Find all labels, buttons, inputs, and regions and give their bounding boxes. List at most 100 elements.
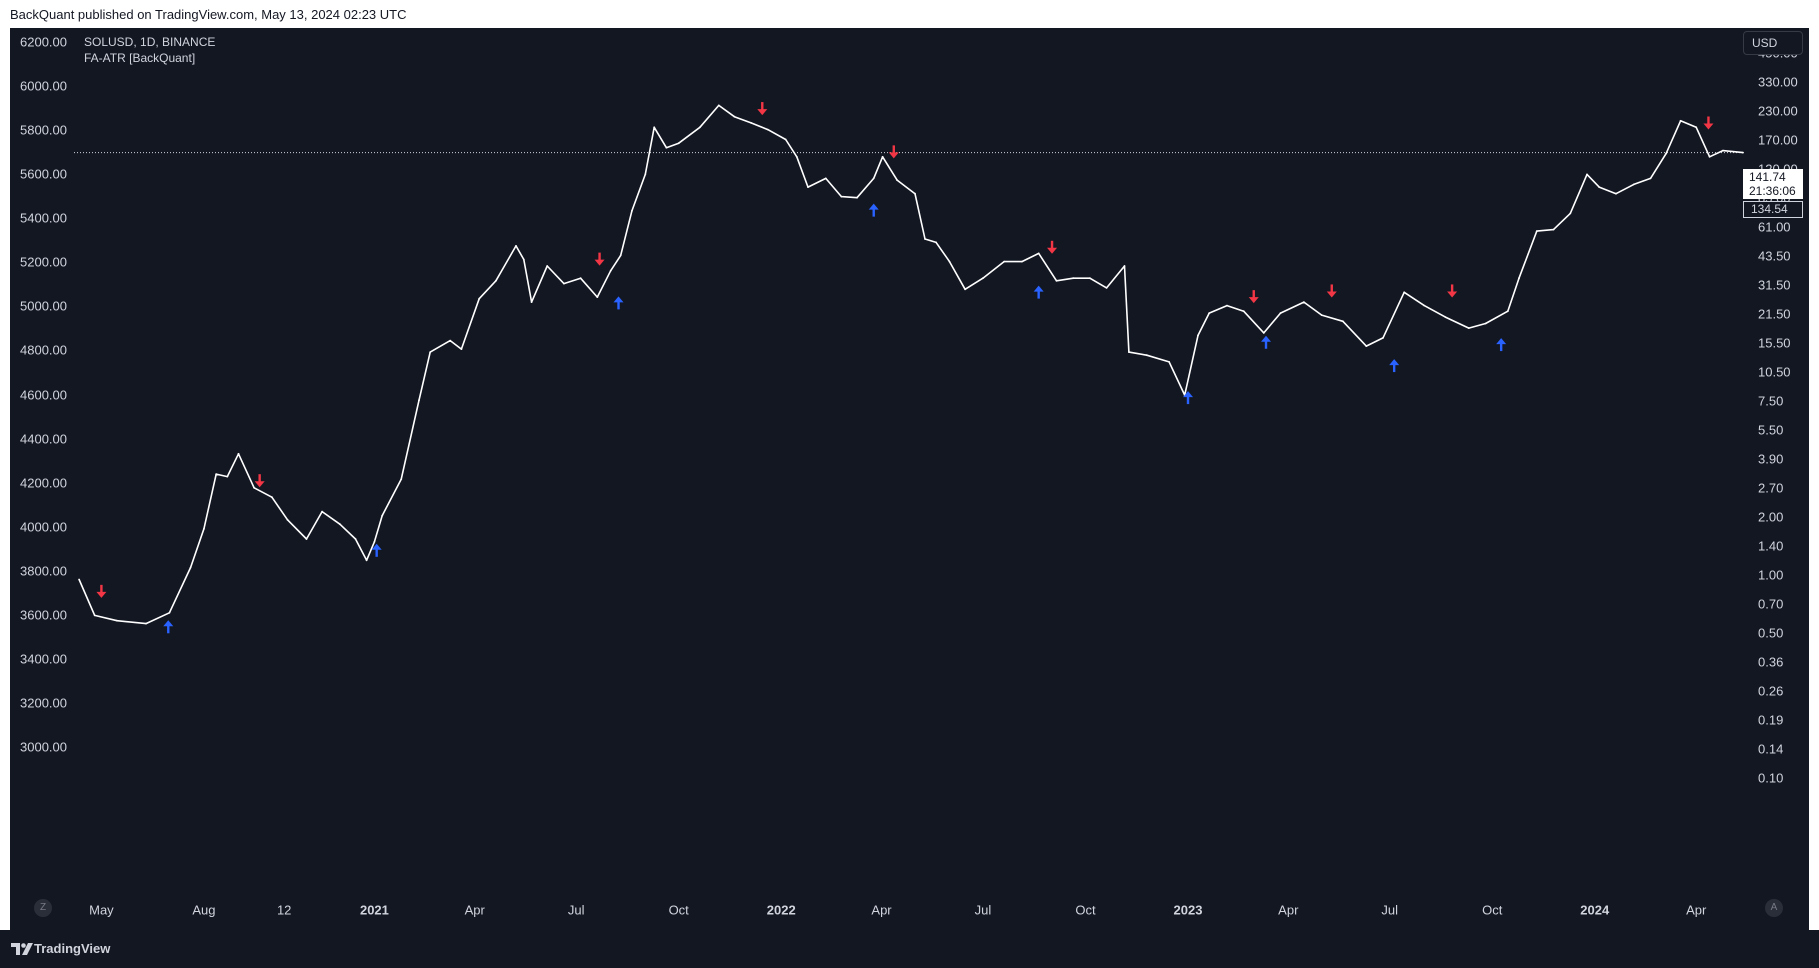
price-axis-tick: 7.50 — [1758, 393, 1784, 409]
left-axis-tick: 5000.00 — [20, 298, 67, 314]
time-axis-tick: 12 — [276, 902, 292, 918]
price-point — [515, 245, 517, 247]
price-point — [750, 122, 752, 124]
sell-signal-arrow-icon — [1447, 284, 1458, 298]
price-point — [1444, 316, 1447, 318]
price-point — [495, 279, 497, 282]
price-point — [373, 540, 376, 543]
price-point — [699, 126, 701, 129]
sell-signal-arrow-icon — [594, 252, 605, 266]
price-chart[interactable] — [10, 28, 1809, 930]
price-point — [1467, 327, 1470, 329]
buy-signal-arrow-icon — [371, 543, 382, 557]
price-point — [1649, 177, 1652, 180]
price-point — [1055, 279, 1058, 282]
price-point — [305, 538, 308, 540]
price-point — [1003, 260, 1005, 263]
price-point — [253, 486, 256, 489]
price-point — [1226, 304, 1228, 307]
price-point — [619, 254, 622, 257]
price-point — [1742, 151, 1744, 154]
sell-signal-arrow-icon — [757, 102, 768, 116]
price-point — [677, 142, 680, 145]
price-point — [1708, 155, 1711, 158]
legend-symbol[interactable]: SOLUSD, 1D, BINANCE — [84, 35, 216, 49]
price-axis-tick: 3.90 — [1758, 451, 1784, 467]
price-point — [665, 146, 668, 149]
price-point — [935, 241, 937, 244]
price-point — [460, 348, 463, 350]
price-point — [78, 578, 80, 581]
left-axis-tick: 6000.00 — [20, 78, 67, 94]
left-axis-tick: 4800.00 — [20, 342, 67, 358]
price-point — [609, 269, 612, 272]
price-point — [1105, 287, 1108, 289]
buy-signal-arrow-icon — [163, 620, 174, 634]
last-price-label: 141.74 21:36:06 — [1743, 169, 1803, 199]
price-point — [982, 277, 984, 280]
log-scale-toggle[interactable]: Z — [34, 899, 52, 917]
time-axis-tick: Apr — [871, 902, 892, 918]
price-point — [1320, 314, 1323, 316]
price-point — [168, 611, 171, 614]
last-price-value: 141.74 — [1749, 170, 1786, 184]
price-point — [522, 258, 525, 261]
price-point — [449, 339, 452, 342]
chart-frame: SOLUSD, 1D, BINANCE FA-ATR [BackQuant] 6… — [10, 28, 1809, 930]
price-axis-tick: 61.00 — [1758, 219, 1791, 235]
price-axis-tick: 230.00 — [1758, 103, 1798, 119]
price-axis-tick: 1.40 — [1758, 538, 1784, 554]
price-point — [596, 296, 599, 298]
price-point — [1365, 345, 1368, 347]
price-point — [914, 192, 916, 195]
footer-brand[interactable]: TradingView — [34, 941, 111, 956]
price-axis-tick: 0.14 — [1758, 741, 1784, 757]
buy-signal-arrow-icon — [1183, 391, 1193, 405]
price-point — [365, 559, 368, 562]
price-point — [1679, 119, 1682, 122]
price-point — [339, 523, 341, 526]
price-point — [1598, 186, 1601, 189]
auto-scale-toggle[interactable]: A — [1765, 899, 1783, 917]
footer: TradingView — [0, 930, 1819, 968]
tradingview-logo-icon[interactable] — [10, 941, 34, 957]
time-axis-tick: Jul — [974, 902, 992, 918]
price-point — [1342, 320, 1344, 323]
time-axis-tick: Apr — [464, 902, 485, 918]
price-point — [1586, 173, 1588, 176]
time-axis-tick: 2021 — [359, 902, 389, 918]
price-point — [381, 514, 384, 517]
price-point — [1518, 277, 1520, 280]
time-axis-tick: Oct — [668, 902, 689, 918]
price-axis-tick: 330.00 — [1758, 74, 1798, 90]
price-axis-tick: 0.10 — [1758, 770, 1784, 786]
price-point — [1197, 334, 1199, 337]
price-point — [563, 282, 565, 285]
price-point — [203, 528, 205, 530]
price-point — [856, 196, 858, 199]
price-point — [1089, 277, 1091, 280]
price-point — [881, 155, 884, 158]
time-axis-tick: Jul — [567, 902, 585, 918]
left-axis-tick: 4400.00 — [20, 431, 67, 447]
sell-signal-arrow-icon — [96, 584, 107, 598]
price-point — [354, 538, 357, 540]
price-point — [1722, 149, 1724, 152]
price-axis-tick: 43.50 — [1758, 248, 1791, 264]
left-axis-tick: 3200.00 — [20, 695, 67, 711]
price-point — [1506, 310, 1509, 313]
sell-signal-arrow-icon — [1703, 116, 1714, 130]
price-point — [766, 128, 769, 131]
price-axis-tick: 0.26 — [1758, 683, 1784, 699]
legend-indicator[interactable]: FA-ATR [BackQuant] — [84, 51, 196, 65]
sell-signal-arrow-icon — [888, 145, 899, 159]
price-point — [237, 452, 240, 455]
price-point — [478, 297, 481, 300]
price-point — [644, 173, 647, 176]
currency-button[interactable]: USD — [1743, 31, 1803, 55]
price-axis-tick: 0.36 — [1758, 654, 1784, 670]
price-axis-tick: 170.00 — [1758, 132, 1798, 148]
price-point — [1145, 354, 1148, 357]
left-axis-tick: 6200.00 — [20, 34, 67, 50]
sell-signal-arrow-icon — [1248, 290, 1259, 304]
